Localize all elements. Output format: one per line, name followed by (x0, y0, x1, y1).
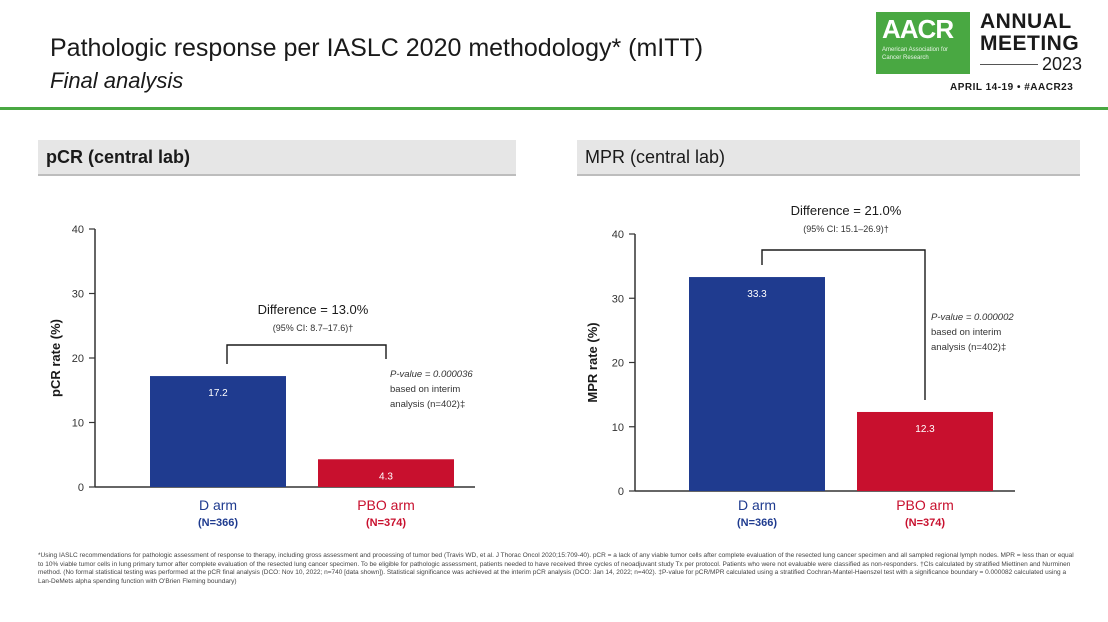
pcr-category-label: D arm (199, 497, 237, 513)
mpr-pvalue-line: based on interim (931, 327, 1001, 338)
logo-divider (980, 64, 1038, 65)
pcr-category-n: (N=366) (198, 517, 238, 529)
mpr-y-tick-label: 10 (612, 422, 624, 434)
pcr-difference-label: Difference = 13.0% (258, 302, 369, 317)
mpr-category-n: (N=366) (737, 517, 777, 529)
pcr-bar-value-label: 17.2 (208, 388, 228, 399)
pcr-bar-value-label: 4.3 (379, 471, 393, 482)
pcr-panel-title: pCR (central lab) (46, 147, 191, 167)
mpr-panel-title: MPR (central lab) (585, 147, 726, 167)
footnote: *Using IASLC recommendations for patholo… (38, 552, 1074, 585)
aacr-logo-box: AACR American Association for Cancer Res… (876, 12, 970, 74)
mpr-y-axis-label: MPR rate (%) (585, 322, 600, 402)
pcr-category-n: (N=374) (366, 517, 406, 529)
mpr-bar (857, 411, 993, 491)
mpr-ci-label: (95% CI: 15.1–26.9)† (803, 224, 889, 234)
pcr-pvalue-line: analysis (n=402)‡ (390, 399, 465, 410)
pcr-bar (318, 459, 454, 487)
meeting-year: 2023 (1042, 54, 1083, 74)
slide-title: Pathologic response per IASLC 2020 metho… (50, 34, 704, 62)
mpr-category-label: PBO arm (896, 497, 954, 513)
pcr-y-tick-label: 10 (72, 418, 84, 430)
meeting-line2: MEETING (980, 32, 1080, 55)
mpr-difference-bracket (761, 249, 926, 400)
header-divider (0, 107, 1108, 110)
pcr-ci-label: (95% CI: 8.7–17.6)† (273, 323, 354, 333)
aacr-logo-org: American Association for Cancer Research (882, 47, 949, 61)
pcr-category-label: PBO arm (357, 497, 415, 513)
mpr-y-tick-label: 20 (612, 358, 624, 370)
pcr-y-tick-label: 40 (72, 224, 84, 236)
mpr-y-tick-label: 30 (612, 293, 624, 305)
pcr-y-tick-label: 0 (78, 482, 84, 494)
mpr-pvalue-line: P-value = 0.000002 (931, 312, 1014, 323)
mpr-bar-value-label: 12.3 (915, 424, 935, 435)
aacr-logo: AACR American Association for Cancer Res… (876, 10, 1096, 102)
pcr-y-tick-label: 20 (72, 353, 84, 365)
pcr-pvalue-line: P-value = 0.000036 (390, 369, 473, 380)
meeting-line1: ANNUAL (980, 10, 1072, 33)
mpr-category-n: (N=374) (905, 517, 945, 529)
pcr-y-tick-label: 30 (72, 289, 84, 301)
meeting-dates: APRIL 14-19 • #AACR23 (950, 82, 1074, 93)
mpr-bar-value-label: 33.3 (747, 289, 767, 300)
pcr-difference-bracket (226, 344, 387, 365)
mpr-bar (689, 277, 825, 491)
pcr-bar (150, 376, 286, 487)
mpr-y-tick-label: 0 (618, 486, 624, 498)
mpr-y-tick-label: 40 (612, 229, 624, 241)
mpr-panel-header: MPR (central lab) (577, 140, 1080, 176)
slide-subtitle: Final analysis (50, 68, 184, 93)
pcr-y-axis-label: pCR rate (%) (48, 319, 63, 397)
mpr-pvalue-line: analysis (n=402)‡ (931, 342, 1006, 353)
aacr-logo-abbr: AACR (882, 14, 954, 44)
pcr-panel-header: pCR (central lab) (38, 140, 516, 176)
pcr-pvalue-line: based on interim (390, 384, 460, 395)
mpr-category-label: D arm (738, 497, 776, 513)
mpr-difference-label: Difference = 21.0% (791, 203, 902, 218)
